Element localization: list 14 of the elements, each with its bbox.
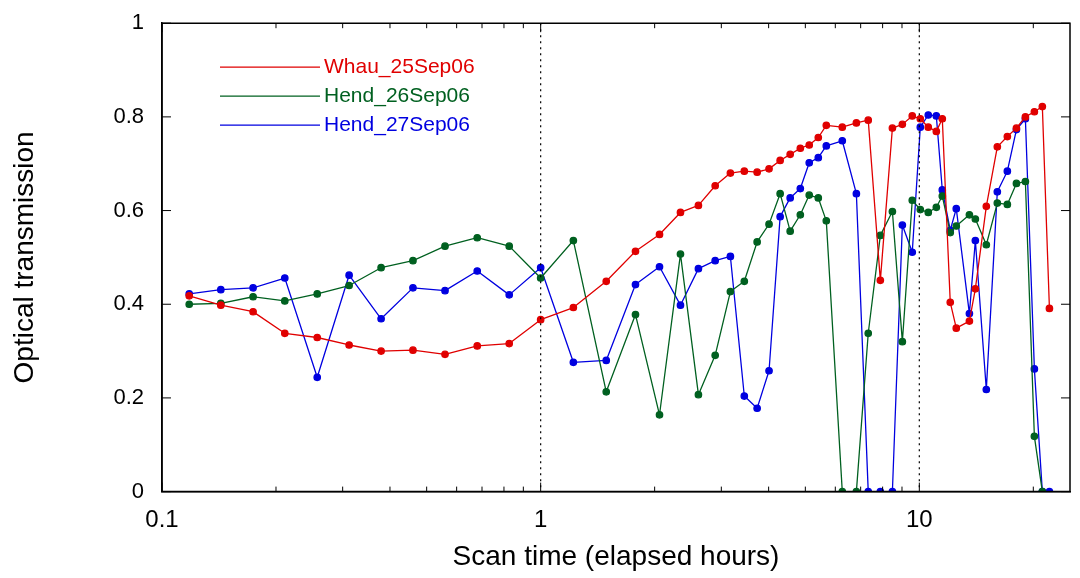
y-tick-label: 0.8 [113, 102, 144, 128]
y-tick-label: 0.2 [113, 383, 144, 409]
x-tick-label: 0.1 [145, 504, 179, 532]
y-axis-title: Optical transmission [7, 131, 39, 384]
y-tick-label: 0 [131, 477, 144, 503]
x-tick-label: 1 [533, 504, 548, 532]
legend-label: Hend_26Sep06 [324, 83, 470, 107]
y-tick-label: 0.4 [113, 290, 144, 316]
legend-label: Whau_25Sep06 [324, 54, 475, 78]
x-axis-title: Scan time (elapsed hours) [452, 539, 780, 571]
x-tick-label: 10 [905, 504, 933, 532]
y-tick-label: 0.6 [113, 196, 144, 222]
legend-label: Hend_27Sep06 [324, 112, 470, 136]
y-tick-label: 1 [131, 9, 144, 35]
